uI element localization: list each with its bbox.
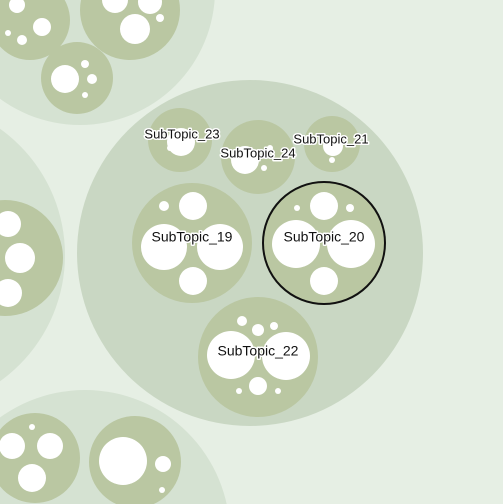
leaf[interactable] [267,145,273,151]
leaf[interactable] [0,211,21,237]
leaf[interactable] [275,388,281,394]
leaf[interactable] [5,243,35,273]
label-subtopic-19: SubTopic_19 [152,229,233,245]
label-subtopic-23: SubTopic_23 [144,126,219,141]
leaf[interactable] [310,192,338,220]
subtopic-19[interactable] [132,183,252,303]
leaf[interactable] [33,18,51,36]
leaf[interactable] [294,205,300,211]
leaf[interactable] [51,65,79,93]
leaf[interactable] [87,74,97,84]
leaf[interactable] [99,437,147,485]
leaf[interactable] [231,146,259,174]
leaf[interactable] [310,267,338,295]
leaf[interactable] [249,377,267,395]
leaf[interactable] [9,0,25,13]
leaf[interactable] [141,224,187,270]
label-subtopic-20: SubTopic_20 [284,229,365,245]
label-subtopic-21: SubTopic_21 [293,131,368,146]
leaf[interactable] [167,145,173,151]
leaf[interactable] [252,324,264,336]
leaf[interactable] [0,433,25,459]
leaf[interactable] [236,388,242,394]
leaf[interactable] [262,332,310,380]
leaf[interactable] [197,224,243,270]
leaf[interactable] [159,487,165,493]
leaf[interactable] [179,267,207,295]
leaf[interactable] [237,316,247,326]
leaf[interactable] [272,220,320,268]
leaf[interactable] [346,204,354,212]
subtopic-20[interactable] [262,181,386,305]
leaf[interactable] [120,14,150,44]
leaf[interactable] [17,35,27,45]
label-subtopic-24: SubTopic_24 [220,145,295,160]
leaf[interactable] [155,456,171,472]
leaf[interactable] [82,92,88,98]
leaf[interactable] [179,192,207,220]
leaf[interactable] [29,424,35,430]
leaf[interactable] [81,60,89,68]
leaf[interactable] [207,331,255,379]
leaf[interactable] [18,464,46,492]
label-subtopic-22: SubTopic_22 [218,343,299,359]
leaf[interactable] [270,322,278,330]
leaf[interactable] [261,165,267,171]
leaf[interactable] [323,136,343,156]
leaf[interactable] [0,279,22,307]
leaf[interactable] [138,0,162,14]
leaf[interactable] [102,0,128,13]
leaf[interactable] [329,157,335,163]
leaf[interactable] [327,220,375,268]
leaf[interactable] [5,30,11,36]
leaf[interactable] [156,14,164,22]
selected-outline [262,181,386,305]
leaf[interactable] [159,201,169,211]
subtopic-22[interactable] [198,297,318,417]
leaf[interactable] [167,128,195,156]
leaf[interactable] [37,433,63,459]
